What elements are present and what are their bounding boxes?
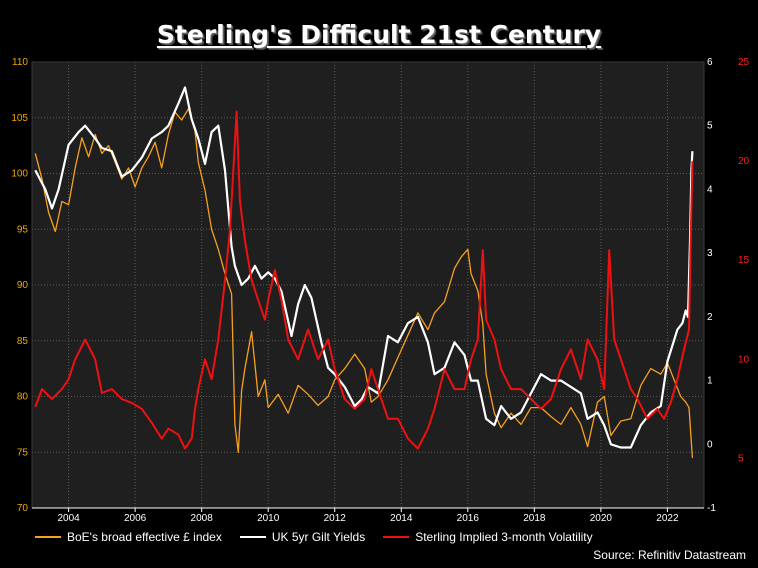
y-right-outer-tick-label: 25 bbox=[738, 57, 750, 68]
y-left-tick-label: 90 bbox=[17, 280, 29, 291]
legend-item-gilt: UK 5yr Gilt Yields bbox=[239, 530, 366, 544]
gridlines bbox=[32, 62, 704, 508]
y-left-tick-label: 110 bbox=[12, 57, 28, 68]
series-line-implied-volatility bbox=[34, 110, 694, 450]
source-note: Source: Refinitiv Datastream bbox=[593, 548, 746, 562]
legend-swatch-gilt bbox=[239, 536, 266, 538]
y-left-tick-label: 85 bbox=[17, 336, 29, 347]
legend-label-vol: Sterling Implied 3-month Volatility bbox=[415, 530, 593, 544]
y-right-inner-tick-label: 4 bbox=[707, 184, 713, 195]
y-right-inner-tick-label: 6 bbox=[707, 57, 713, 68]
series-lines bbox=[34, 86, 694, 458]
x-tick-label: 2004 bbox=[57, 513, 80, 524]
y-left-tick-label: 95 bbox=[17, 224, 29, 235]
x-tick-label: 2008 bbox=[191, 513, 214, 524]
x-tick-label: 2022 bbox=[656, 513, 679, 524]
y-right-inner-tick-label: 5 bbox=[707, 121, 713, 132]
x-tick-label: 2010 bbox=[257, 513, 280, 524]
legend-swatch-effective bbox=[35, 536, 61, 538]
y-right-outer-tick-label: 10 bbox=[738, 354, 750, 365]
legend-swatch-vol bbox=[383, 536, 410, 538]
x-tick-label: 2012 bbox=[324, 513, 347, 524]
y-right-inner-tick-label: 3 bbox=[707, 248, 713, 259]
y-right-inner-tick-label: 2 bbox=[707, 312, 713, 323]
y-right-inner-tick-label: 0 bbox=[707, 439, 713, 450]
x-tick-label: 2014 bbox=[390, 513, 413, 524]
chart-title: Sterling's Difficult 21st Century bbox=[156, 20, 602, 49]
legend: BoE's broad effective £ index UK 5yr Gil… bbox=[35, 530, 611, 544]
y-right-inner-tick-label: -1 bbox=[707, 503, 716, 514]
y-left-tick-label: 100 bbox=[11, 169, 28, 180]
y-right-inner-tick-label: 1 bbox=[707, 376, 713, 387]
legend-label-gilt: UK 5yr Gilt Yields bbox=[271, 530, 366, 544]
legend-item-effective: BoE's broad effective £ index bbox=[35, 530, 222, 544]
x-tick-label: 2006 bbox=[124, 513, 147, 524]
series-line-gilt-yields bbox=[34, 86, 694, 449]
x-tick-label: 2018 bbox=[523, 513, 546, 524]
x-tick-label: 2020 bbox=[590, 513, 613, 524]
y-right-outer-tick-label: 15 bbox=[738, 255, 750, 266]
y-left-tick-label: 70 bbox=[17, 503, 29, 514]
series-line-effective-index bbox=[34, 108, 694, 458]
y-right-outer-tick-label: 20 bbox=[738, 156, 750, 167]
x-tick-label: 2016 bbox=[457, 513, 480, 524]
y-left-tick-label: 105 bbox=[11, 113, 28, 124]
legend-label-effective: BoE's broad effective £ index bbox=[67, 530, 222, 544]
legend-item-vol: Sterling Implied 3-month Volatility bbox=[383, 530, 593, 544]
y-right-outer-tick-label: 5 bbox=[738, 453, 744, 464]
y-left-tick-label: 80 bbox=[17, 392, 29, 403]
y-left-tick-label: 75 bbox=[17, 447, 29, 458]
